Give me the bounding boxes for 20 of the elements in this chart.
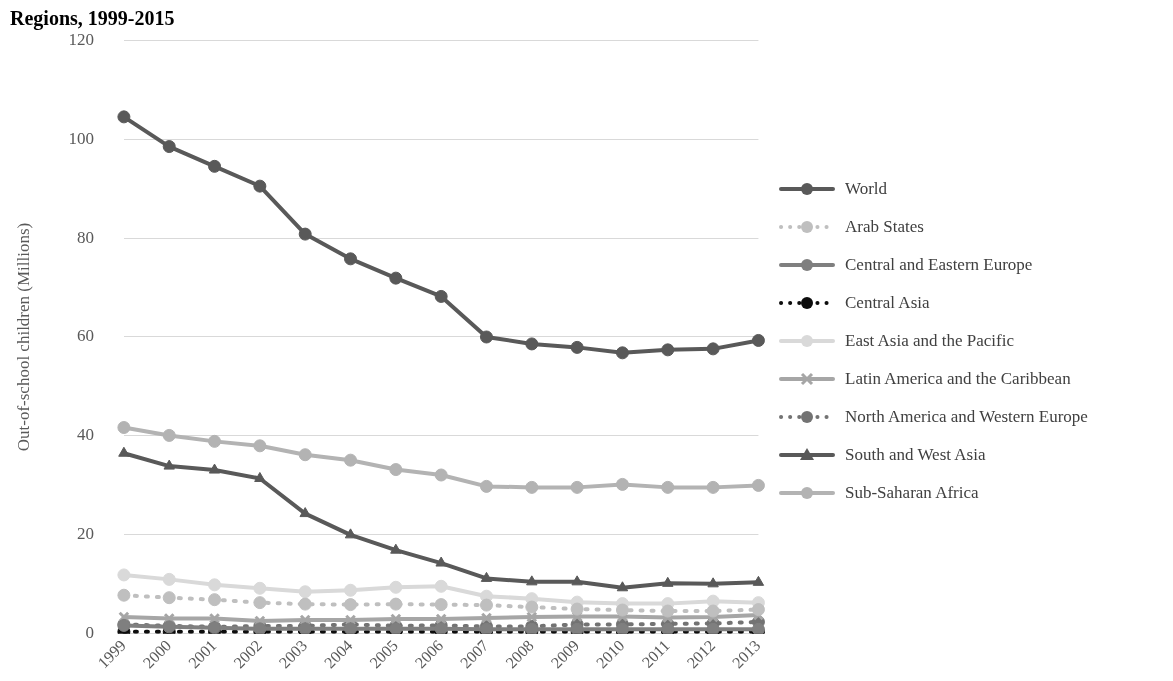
legend-label: Arab States: [845, 215, 924, 238]
y-tick-label: 60: [76, 326, 94, 346]
y-tick-label: 20: [76, 524, 94, 544]
legend-label: Central Asia: [845, 291, 930, 314]
legend-label: Latin America and the Caribbean: [845, 367, 1071, 390]
legend-label: South and West Asia: [845, 443, 986, 466]
y-tick-label: 80: [76, 227, 94, 247]
legend-label: North America and Western Europe: [845, 405, 1088, 428]
legend-label: East Asia and the Pacific: [845, 329, 1015, 352]
legend-label: Central and Eastern Europe: [845, 253, 1033, 276]
y-axis-title: Out-of-school children (Millions): [13, 222, 33, 452]
chart-title: Regions, 1999-2015: [10, 7, 175, 31]
x-tick-label: 1999: [94, 636, 129, 672]
legend-label: World: [845, 177, 888, 200]
y-tick-label: 100: [68, 128, 94, 148]
x-tick-label: 2011: [638, 636, 673, 671]
legend-label: Sub-Saharan Africa: [845, 481, 979, 504]
y-tick-label: 40: [76, 425, 94, 445]
y-tick-label: 0: [85, 623, 94, 643]
y-tick-label: 120: [68, 29, 94, 49]
